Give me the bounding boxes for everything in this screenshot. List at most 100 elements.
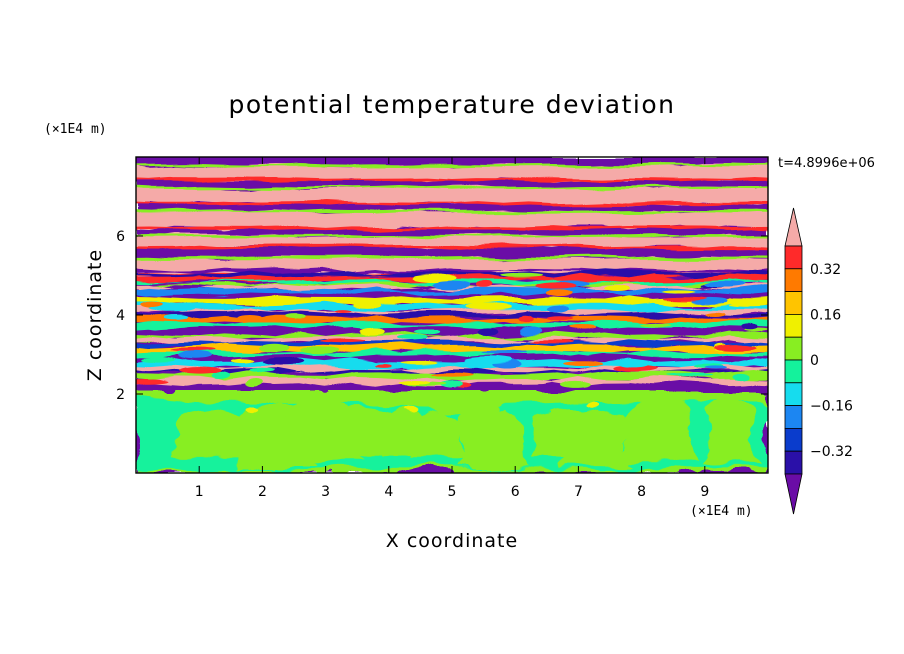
eddy (412, 329, 440, 336)
eddy (664, 296, 707, 300)
plume-10 (558, 409, 637, 467)
eddy (375, 363, 392, 367)
x-tick-label: 9 (700, 484, 709, 500)
eddy (742, 324, 759, 331)
plume-5 (377, 408, 425, 459)
y-axis-label: Z coordinate (84, 249, 106, 381)
eddy (138, 302, 161, 310)
eddy (177, 351, 212, 360)
eddy (481, 350, 528, 355)
eddy (229, 357, 254, 363)
colorbar-label: −0.32 (810, 444, 853, 460)
eddy (238, 315, 263, 320)
eddy (439, 380, 463, 388)
x-axis: 1 2 3 4 5 6 7 8 9 (195, 157, 709, 500)
eddy (433, 280, 472, 289)
band-edge-green-3 (136, 233, 768, 238)
inversion-ribbon (136, 390, 768, 409)
colorbar-label: −0.16 (810, 399, 853, 415)
x-tick-label: 4 (384, 484, 393, 500)
colorbar-label: 0 (810, 353, 819, 369)
colorbar-label: 0.16 (810, 307, 841, 323)
eddy (321, 338, 366, 344)
x-tick-label: 8 (637, 484, 646, 500)
band-edge-green-1 (136, 185, 768, 190)
warm-spot-0 (249, 406, 264, 413)
x-tick-label: 1 (195, 484, 204, 500)
band-edge-0 (136, 177, 768, 182)
eddy (147, 306, 194, 313)
colorbar-segment (784, 405, 803, 429)
eddy (262, 357, 306, 366)
eddy (536, 281, 578, 290)
band-edge-green-2 (136, 209, 768, 214)
colorbar: 0.32 0.16 0 −0.16 −0.32 (784, 207, 853, 515)
eddy (703, 310, 724, 316)
eddy (560, 380, 592, 388)
colorbar-segment (784, 359, 803, 384)
eddy (476, 280, 494, 287)
upper-field (136, 157, 768, 473)
eddy (498, 273, 542, 278)
band-edge-2 (136, 225, 768, 230)
colorbar-segment (784, 450, 803, 475)
eddy (547, 303, 570, 312)
plume-11 (623, 395, 698, 461)
eddy (530, 340, 575, 344)
x-tick-label: 5 (448, 484, 457, 500)
colorbar-label: 0.32 (810, 262, 841, 278)
colorbar-extend-min (784, 473, 803, 515)
plume-8 (491, 409, 526, 469)
plume-6 (411, 407, 468, 461)
stratified-band-2 (136, 209, 768, 230)
y-tick-label: 4 (116, 308, 125, 324)
y-axis: 2 4 6 (116, 229, 768, 403)
eddy (714, 344, 757, 350)
eddy (398, 380, 430, 385)
stratified-band-1 (136, 185, 768, 206)
x-tick-label: 6 (511, 484, 520, 500)
eddy (732, 373, 750, 381)
chart-title: potential temperature deviation (229, 90, 676, 119)
turbulent-strip-19 (136, 343, 768, 356)
eddy (604, 285, 631, 291)
eddy (566, 326, 596, 331)
eddy (464, 357, 512, 364)
y-tick-label: 6 (116, 229, 125, 245)
y-unit-label: (×1E4 m) (44, 122, 107, 137)
band-edge-green-4 (136, 256, 768, 260)
eddy (666, 374, 714, 378)
warm-spot-2 (584, 402, 599, 409)
eddy (662, 289, 696, 294)
eddy (300, 347, 341, 354)
plume-0 (173, 409, 251, 457)
eddy (563, 360, 603, 366)
colorbar-segment (784, 268, 803, 292)
eddy (169, 348, 216, 352)
plot-area (135, 156, 769, 474)
colorbar-segment (784, 291, 803, 315)
eddy (247, 378, 264, 387)
eddy (465, 304, 513, 311)
eddy (547, 289, 573, 297)
eddy (476, 326, 497, 335)
colorbar-segment (784, 382, 803, 406)
eddy (248, 367, 273, 373)
eddy (547, 316, 574, 321)
eddy (412, 274, 456, 282)
band-edge-1 (136, 201, 768, 206)
x-unit-label: (×1E4 m) (690, 504, 753, 519)
eddy (136, 379, 169, 384)
eddy (211, 371, 229, 380)
time-label: t=4.8996e+06 (778, 156, 875, 171)
x-axis-label: X coordinate (386, 530, 518, 552)
turbulent-strip-0 (136, 261, 768, 273)
eddy (395, 335, 428, 341)
x-tick-label: 3 (321, 484, 330, 500)
colorbar-segment (784, 427, 803, 452)
eddy (353, 302, 382, 308)
plume-12 (702, 398, 758, 466)
stratified-band-0 (136, 163, 768, 182)
